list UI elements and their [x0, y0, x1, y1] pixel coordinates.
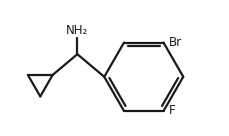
Text: F: F	[169, 104, 175, 118]
Text: NH₂: NH₂	[66, 24, 88, 37]
Text: Br: Br	[169, 36, 182, 49]
